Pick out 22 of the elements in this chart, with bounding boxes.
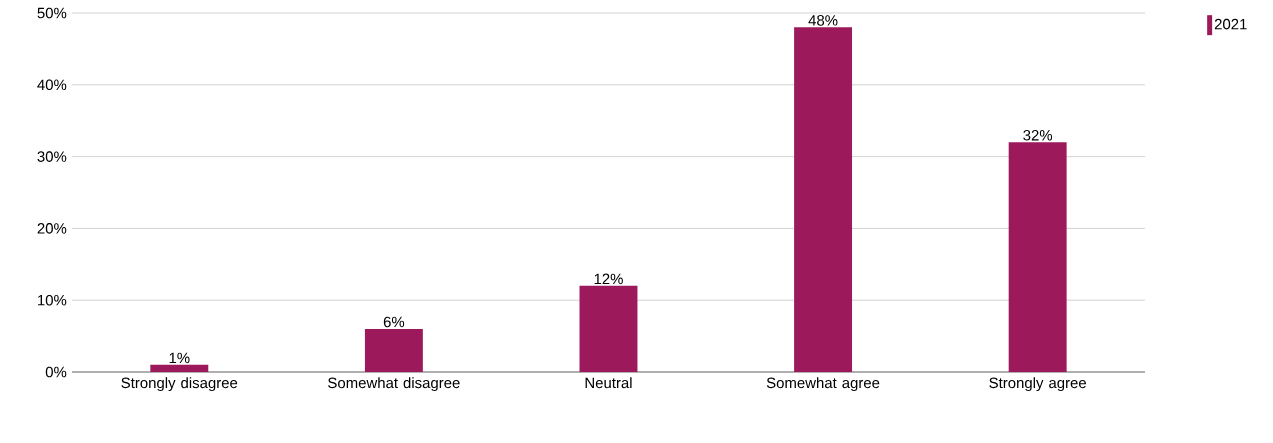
x-tick-label: Strongly agree [989, 377, 1086, 392]
legend-label: 2021 [1214, 18, 1247, 30]
y-tick-label: 50% [37, 7, 67, 19]
x-tick-label: Somewhat disagree [328, 377, 460, 392]
y-tick-label: 0% [45, 366, 67, 378]
data-label: 6% [383, 316, 405, 328]
y-tick-label: 10% [38, 294, 67, 306]
bar [364, 328, 423, 372]
y-tick-label: 30% [37, 151, 67, 162]
data-label: 48% [808, 15, 838, 26]
x-tick-label: Neutral [585, 377, 632, 389]
bar [579, 285, 638, 372]
data-label: 32% [1023, 129, 1053, 141]
bar [1008, 142, 1067, 372]
data-label: 12% [594, 273, 623, 285]
x-tick-label: Somewhat agree [766, 377, 880, 392]
bar [150, 364, 209, 372]
x-tick-label: Strongly disagree [121, 377, 238, 392]
data-label: 1% [169, 352, 190, 364]
bar [794, 27, 853, 372]
y-tick-label: 20% [37, 223, 67, 234]
y-tick-label: 40% [37, 79, 67, 91]
